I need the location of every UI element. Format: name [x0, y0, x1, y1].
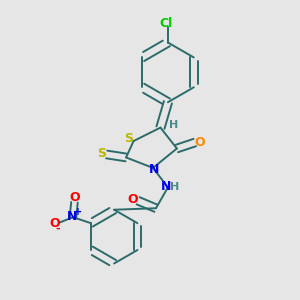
Text: N: N [149, 163, 160, 176]
Text: -: - [56, 224, 60, 234]
Text: H: H [169, 120, 178, 130]
Text: O: O [69, 191, 80, 204]
Text: S: S [124, 132, 133, 145]
Text: H: H [170, 182, 179, 192]
Text: N: N [161, 180, 172, 193]
Text: S: S [97, 147, 106, 160]
Text: O: O [128, 193, 138, 206]
Text: N: N [67, 210, 78, 223]
Text: Cl: Cl [160, 17, 173, 30]
Text: +: + [74, 207, 82, 218]
Text: O: O [50, 217, 60, 230]
Text: O: O [195, 136, 206, 149]
